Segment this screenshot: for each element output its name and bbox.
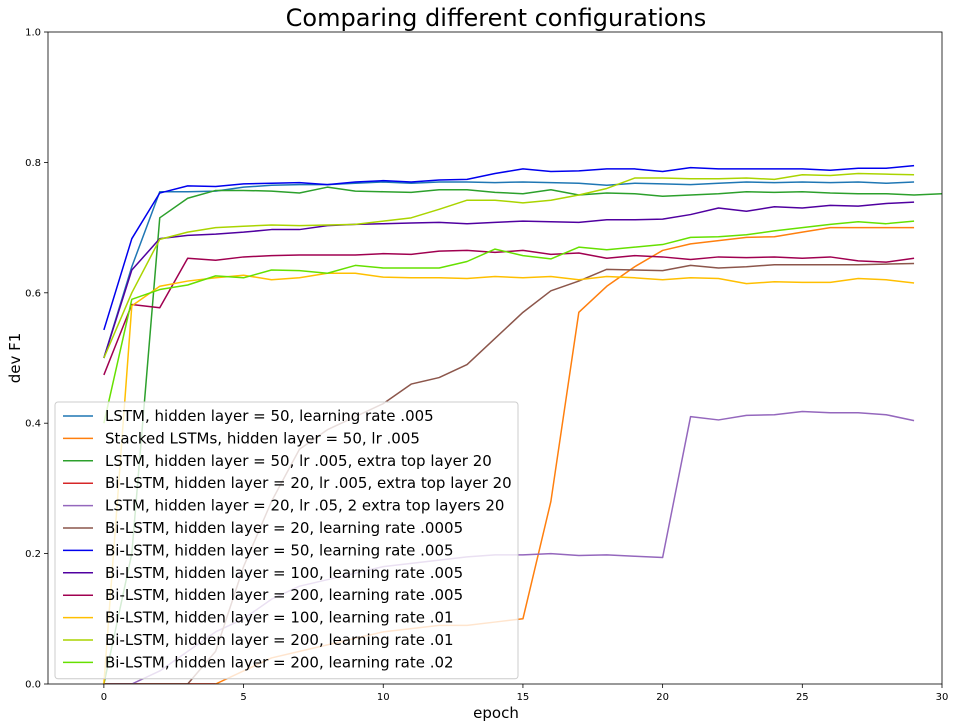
plot-frame [47,31,943,685]
axes: 0 5 10 15 20 25 30 0.0 0.2 0.4 0.6 0.8 1.0 [25,28,948,704]
series-line-11 [103,172,915,359]
series-line-12 [103,220,915,424]
series-line-10 [103,272,915,684]
x-axis-label: epoch [473,704,519,722]
x-tick-label: 5 [240,692,246,703]
y-tick-label: 0.2 [25,549,41,560]
y-tick-label: 1.0 [25,28,41,39]
legend-label-6: Bi-LSTM, hidden layer = 20, learning rat… [105,519,463,537]
legend-label-2: Stacked LSTMs, hidden layer = 50, lr .00… [105,429,420,447]
series-line-9 [103,249,915,376]
y-axis-label: dev F1 [6,333,24,384]
series-line-8 [103,201,915,359]
x-tick-label: 30 [936,692,949,703]
x-tick-label: 20 [656,692,669,703]
x-tick-label: 15 [517,692,530,703]
y-tick-label: 0.0 [25,680,41,691]
legend-label-9: Bi-LSTM, hidden layer = 200, learning ra… [105,586,463,604]
legend-label-10: Bi-LSTM, hidden layer = 100, learning ra… [105,609,454,627]
legend: LSTM, hidden layer = 50, learning rate .… [54,401,519,680]
legend-label-4: Bi-LSTM, hidden layer = 20, lr .005, ext… [105,474,512,492]
x-tick-label: 0 [101,692,107,703]
legend-box [54,401,519,680]
y-tick-label: 0.4 [25,419,41,430]
y-tick-label: 0.6 [25,288,41,299]
legend-label-8: Bi-LSTM, hidden layer = 100, learning ra… [105,564,463,582]
legend-label-11: Bi-LSTM, hidden layer = 200, learning ra… [105,631,454,649]
series-line-7 [103,164,915,331]
x-tick-label: 10 [377,692,390,703]
legend-label-3: LSTM, hidden layer = 50, lr .005, extra … [105,452,492,470]
x-tick-label: 25 [796,692,809,703]
legend-label-5: LSTM, hidden layer = 20, lr .05, 2 extra… [105,497,504,515]
series-line-3 [103,186,942,684]
y-tick-label: 0.8 [25,158,41,169]
legend-label-12: Bi-LSTM, hidden layer = 200, learning ra… [105,653,454,671]
legend-label-1: LSTM, hidden layer = 50, learning rate .… [105,407,434,425]
chart-title: Comparing different configurations [286,4,707,32]
legend-label-7: Bi-LSTM, hidden layer = 50, learning rat… [105,541,454,559]
series-line-1 [103,181,915,359]
